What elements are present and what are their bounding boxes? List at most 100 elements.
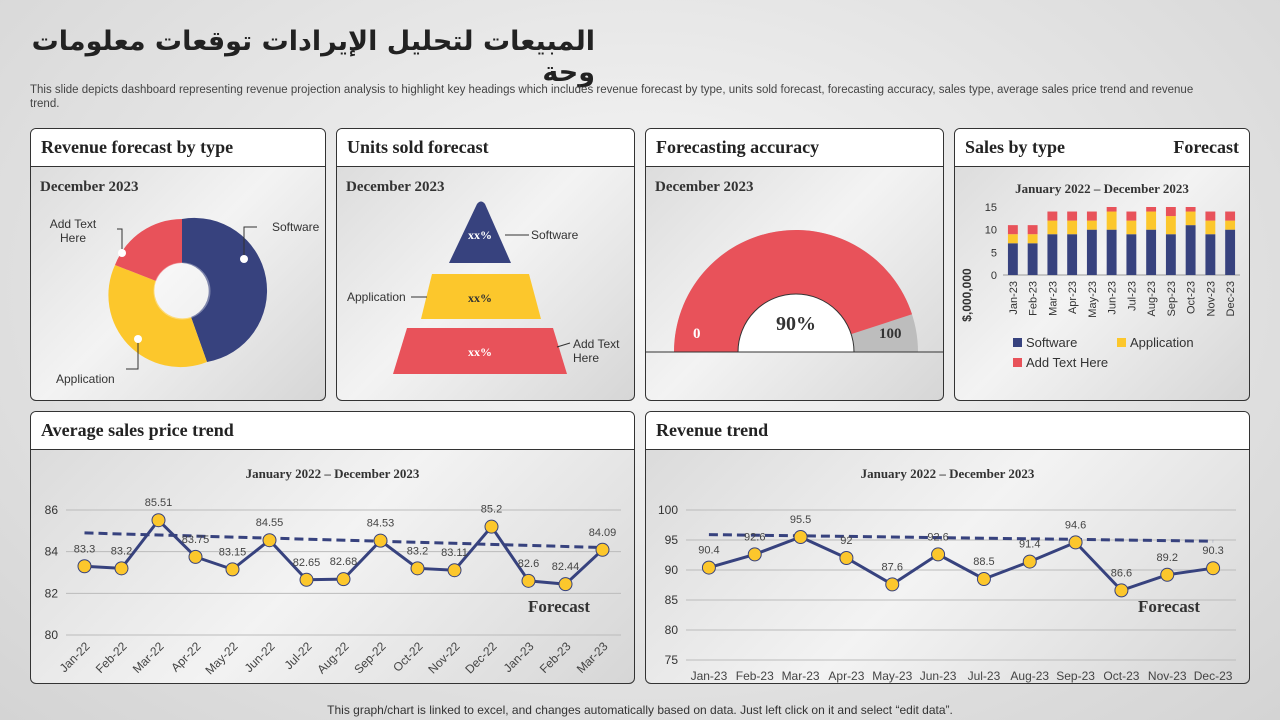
x-tick-label: Nov-23 — [1148, 669, 1187, 683]
bar-add-text-here — [1007, 225, 1018, 235]
x-tick-label: Sep-22 — [351, 639, 388, 676]
footer-note: This graph/chart is linked to excel, and… — [327, 703, 953, 717]
x-tick-label: Nov-23 — [1205, 281, 1217, 316]
data-label: 83.75 — [182, 534, 210, 546]
x-tick-label: Sep-23 — [1166, 281, 1178, 316]
data-label: 83.11 — [441, 547, 468, 559]
x-tick-label: Jun-23 — [920, 669, 957, 683]
bar-application — [1007, 234, 1018, 244]
y-tick-label: 15 — [985, 202, 997, 214]
x-tick-label: Jun-22 — [242, 639, 278, 675]
data-label: 83.15 — [219, 546, 247, 558]
bar-application — [1146, 211, 1157, 230]
label-application: Application — [56, 372, 115, 386]
bar-application — [1106, 211, 1117, 230]
stacked-bar-chart: 0 5 10 15 Jan-23 Feb-23 Mar-23 Apr-23 May-23 Jun-… — [960, 202, 1240, 370]
data-label: 95.5 — [790, 514, 811, 526]
data-point — [885, 577, 900, 592]
x-tick-label: Feb-23 — [537, 639, 574, 676]
bar-application — [1027, 234, 1038, 244]
x-tick-label: Aug-23 — [1010, 669, 1049, 683]
data-point — [151, 513, 166, 528]
y-tick-label: 5 — [991, 247, 997, 259]
y-tick-label: 82 — [45, 586, 59, 600]
bar-software — [1146, 229, 1157, 275]
page-title: المبيعات لتحليل الإيرادات توقعات معلومات… — [31, 26, 595, 88]
data-label: 83.2 — [407, 545, 428, 557]
x-tick-label: Mar-23 — [574, 639, 611, 676]
bar-application — [1047, 220, 1058, 235]
slice-application — [108, 265, 207, 368]
x-tick-label: Apr-23 — [828, 669, 864, 683]
data-label: 88.5 — [973, 556, 994, 568]
forecast-tag: Forecast — [1173, 137, 1239, 157]
data-point — [225, 562, 240, 577]
x-tick-label: Oct-23 — [1186, 281, 1198, 314]
legend-label: Add Text Here — [1026, 355, 1108, 370]
data-point — [373, 533, 388, 548]
panel-title: Forecasting accuracy — [656, 137, 820, 157]
data-label: 82.68 — [330, 556, 358, 568]
slice-add-text — [115, 219, 182, 281]
pyramid-level-add — [393, 328, 567, 374]
data-label: 90.3 — [1202, 545, 1223, 557]
panel-title: Sales by type — [965, 137, 1066, 157]
data-label: 91.4 — [1019, 539, 1040, 551]
bar-add-text-here — [1205, 211, 1216, 221]
panel-subtitle: December 2023 — [655, 179, 754, 195]
bar-add-text-here — [1225, 211, 1236, 221]
bar-software — [1165, 234, 1176, 275]
data-point — [521, 573, 536, 588]
forecast-tag: Forecast — [528, 597, 590, 616]
data-label: 83.3 — [74, 543, 95, 555]
bar-add-text-here — [1126, 211, 1137, 221]
data-point — [793, 530, 808, 544]
x-tick-label: Apr-23 — [1067, 281, 1079, 314]
gauge-value: 90% — [776, 313, 816, 335]
data-label: 84.53 — [367, 518, 395, 530]
data-point — [447, 563, 462, 578]
gauge-min: 0 — [693, 326, 701, 342]
y-tick-label: 80 — [665, 623, 679, 637]
data-label: 87.6 — [882, 561, 903, 573]
panel-title: Revenue forecast by type — [41, 137, 234, 157]
data-point — [558, 577, 573, 592]
bar-software — [1205, 234, 1216, 275]
y-tick-label: 80 — [45, 628, 59, 642]
data-point — [1160, 567, 1175, 582]
sales-by-type-panel: Sales by type Forecast January 2022 – Dec… — [954, 128, 1250, 401]
data-label: 92.6 — [744, 531, 765, 543]
bar-add-text-here — [1165, 207, 1176, 217]
data-label: 89.2 — [1157, 552, 1178, 564]
bar-software — [1007, 243, 1018, 275]
data-label: 83.2 — [111, 545, 132, 557]
data-point — [976, 572, 991, 586]
bar-application — [1205, 220, 1216, 235]
pyramid-level-software — [449, 201, 511, 263]
x-tick-label: Feb-23 — [1028, 281, 1040, 316]
gauge-chart — [646, 230, 943, 353]
data-label: 84.55 — [256, 517, 284, 529]
legend-label: Application — [1130, 335, 1194, 350]
x-tick-label: May-23 — [872, 669, 912, 683]
pyramid-value-software: xx% — [468, 228, 492, 242]
series-line — [708, 535, 1214, 593]
pyramid-label-application: Application — [347, 290, 406, 304]
y-tick-label: 10 — [985, 225, 997, 237]
bar-application — [1185, 211, 1196, 226]
data-label: 85.2 — [481, 504, 502, 516]
x-tick-label: Nov-22 — [425, 639, 462, 676]
label-add-text: Add Text Here — [49, 217, 97, 245]
data-point — [595, 542, 610, 557]
panel-title: Average sales price trend — [41, 420, 234, 440]
panel-subtitle: December 2023 — [40, 179, 139, 195]
bar-application — [1225, 220, 1236, 230]
data-point — [931, 547, 946, 562]
data-point — [1022, 554, 1037, 569]
bar-add-text-here — [1067, 211, 1078, 221]
data-point — [188, 549, 203, 564]
pyramid-value-add: xx% — [468, 345, 492, 359]
bar-add-text-here — [1146, 207, 1157, 212]
revenue-forecast-panel: Revenue forecast by type December 2023 S… — [30, 128, 326, 401]
x-tick-label: Dec-23 — [1194, 669, 1233, 683]
